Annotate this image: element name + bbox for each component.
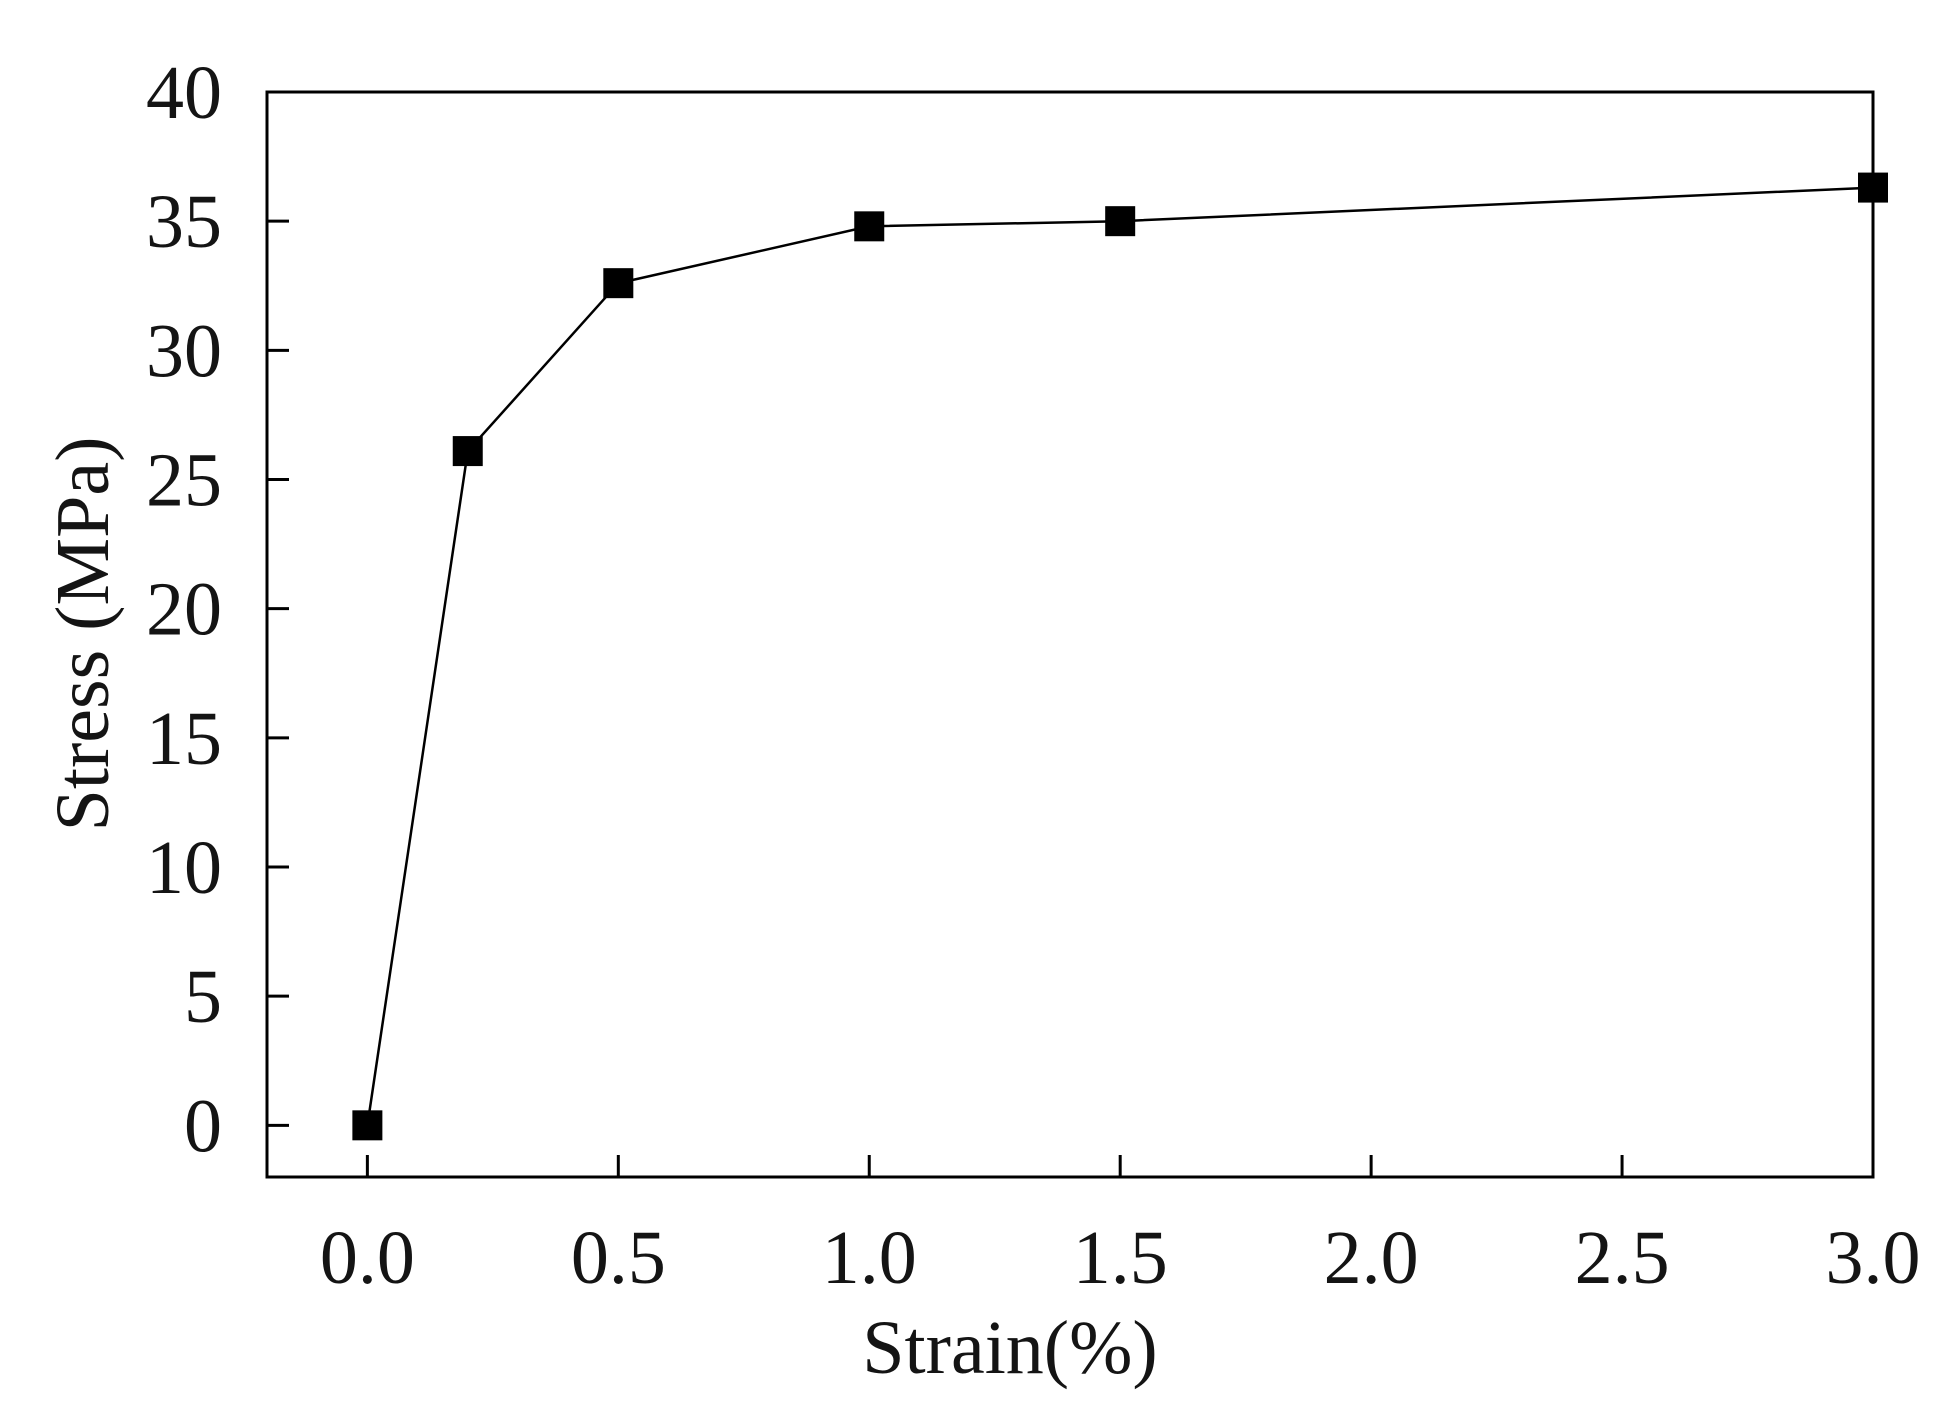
y-tick-label: 40 (146, 51, 222, 135)
y-tick-label: 15 (146, 697, 222, 781)
y-tick-label: 25 (146, 439, 222, 523)
axis-ticks (267, 90, 1875, 1177)
y-axis-title: Stress (MPa) (41, 437, 125, 832)
x-tick-label: 0.5 (571, 1216, 666, 1300)
plot-area-frame (265, 90, 1875, 1179)
x-tick-label: 1.0 (822, 1216, 917, 1300)
y-tick-label: 35 (146, 180, 222, 264)
data-point-marker (352, 1110, 383, 1141)
x-tick-label: 3.0 (1826, 1216, 1921, 1300)
y-tick-label: 10 (146, 826, 222, 910)
tick-labels: 0.0 0.5 1.0 1.5 2.0 2.5 3.0 0 5 10 15 20 25 30 35 40 (146, 51, 1921, 1300)
data-point-marker (603, 268, 634, 299)
data-point-marker (1105, 206, 1136, 237)
data-point-marker (452, 436, 483, 467)
y-tick-label: 5 (184, 955, 222, 1039)
series-line (366, 186, 1874, 1126)
x-tick-label: 2.5 (1575, 1216, 1670, 1300)
x-axis-title: Strain(%) (862, 1306, 1157, 1390)
y-tick-label: 30 (146, 309, 222, 393)
data-series (352, 172, 1888, 1141)
x-tick-label: 0.0 (320, 1216, 415, 1300)
y-tick-label: 0 (184, 1084, 222, 1168)
data-point-marker (854, 211, 885, 242)
x-tick-label: 1.5 (1073, 1216, 1168, 1300)
y-tick-label: 20 (146, 568, 222, 652)
x-tick-label: 2.0 (1324, 1216, 1419, 1300)
